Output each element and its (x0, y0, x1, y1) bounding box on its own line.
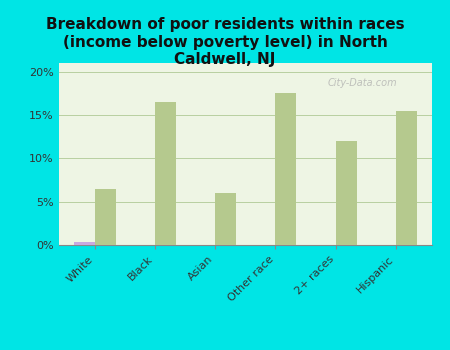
Bar (73, 243, 94, 245)
Bar (215, 193, 236, 245)
Bar (155, 102, 176, 245)
Bar (336, 141, 357, 245)
Bar (275, 93, 297, 245)
Bar (396, 111, 417, 245)
Bar (94, 189, 116, 245)
Text: City-Data.com: City-Data.com (328, 78, 397, 88)
Text: Breakdown of poor residents within races
(income below poverty level) in North
C: Breakdown of poor residents within races… (46, 18, 404, 67)
